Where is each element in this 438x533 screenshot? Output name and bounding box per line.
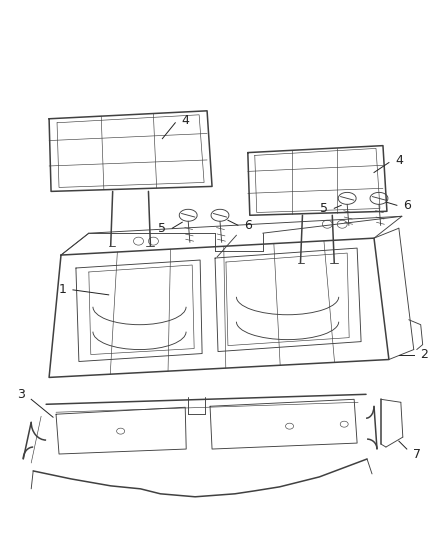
Text: 1: 1 [59,284,67,296]
Text: 5: 5 [159,222,166,235]
Text: 2: 2 [420,348,427,361]
Text: 3: 3 [18,388,25,401]
Text: 7: 7 [413,448,421,461]
Text: 6: 6 [403,199,411,212]
Text: 4: 4 [395,154,403,167]
Text: 6: 6 [244,219,252,232]
Text: 4: 4 [181,114,189,127]
Text: 5: 5 [320,202,328,215]
